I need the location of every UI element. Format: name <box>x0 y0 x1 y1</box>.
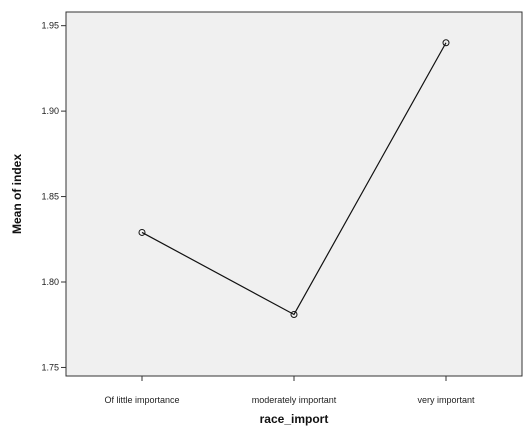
data-point <box>138 228 146 236</box>
series-line <box>141 42 447 316</box>
y-tick-label: 1.75 <box>41 362 59 372</box>
x-axis: Of little importance moderately important… <box>104 376 475 405</box>
y-tick-label: 1.85 <box>41 192 59 202</box>
data-point <box>442 39 450 47</box>
y-tick-label: 1.90 <box>41 106 59 116</box>
x-tick-label: very important <box>417 395 475 405</box>
data-point <box>290 310 298 318</box>
y-tick-label: 1.80 <box>41 277 59 287</box>
series-layer <box>138 39 450 318</box>
x-tick-label: moderately important <box>252 395 337 405</box>
x-axis-title: race_import <box>260 412 329 426</box>
y-tick-label: 1.95 <box>41 21 59 31</box>
x-tick-label: Of little importance <box>104 395 179 405</box>
plot-area <box>65 11 523 377</box>
y-axis-title: Mean of index <box>10 154 24 234</box>
y-axis: 1.75 1.80 1.85 1.90 1.95 <box>41 21 66 372</box>
